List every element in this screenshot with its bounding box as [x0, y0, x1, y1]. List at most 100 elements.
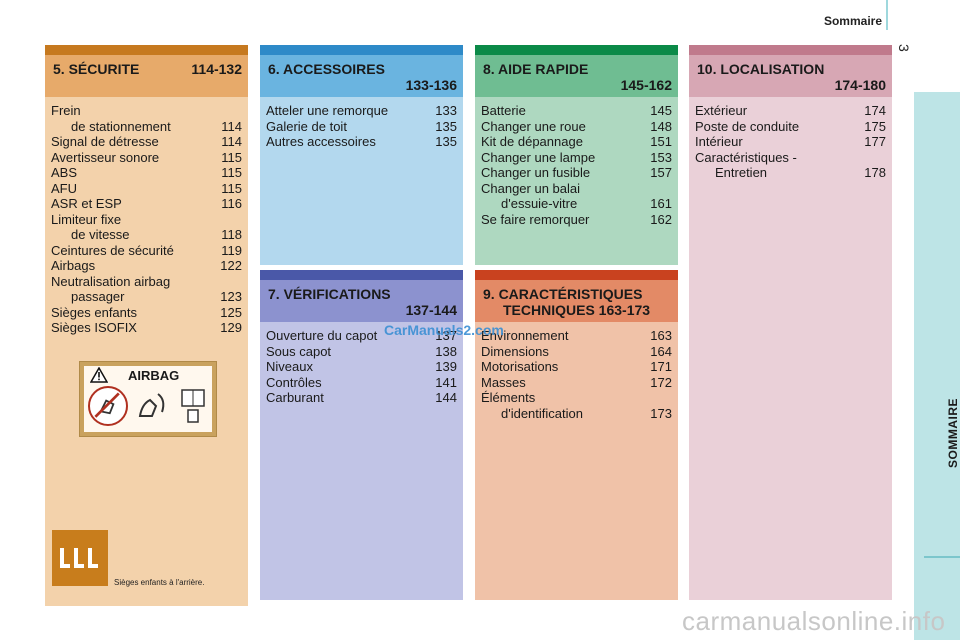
- section-title-text: 6. ACCESSOIRES: [268, 61, 385, 77]
- toc-entry[interactable]: Poste de conduite 175: [695, 119, 886, 135]
- toc-entry[interactable]: Ouverture du capot 137: [266, 328, 457, 344]
- section-title[interactable]: 7. VÉRIFICATIONS 137-144: [260, 280, 463, 322]
- section-title[interactable]: 8. AIDE RAPIDE 145-162: [475, 55, 678, 97]
- toc-entry-page: 177: [864, 134, 886, 149]
- toc-entry-label: Changer un balai: [481, 180, 581, 196]
- toc-entry[interactable]: Avertisseur sonore 115: [51, 150, 242, 166]
- toc-entry-label: ABS: [51, 165, 78, 180]
- toc-entry-label: Intérieur: [695, 134, 743, 149]
- toc-entry[interactable]: Caractéristiques -: [695, 150, 886, 166]
- toc-entry-label: Limiteur fixe: [51, 211, 122, 227]
- toc-entry-page: 129: [220, 320, 242, 335]
- toc-entry[interactable]: de stationnement 114: [51, 119, 242, 135]
- toc-entry-page: 138: [435, 343, 457, 359]
- toc-entry-page: 115: [221, 149, 242, 165]
- toc-entry[interactable]: Contrôles 141: [266, 375, 457, 391]
- section-title[interactable]: 10. LOCALISATION 174-180: [689, 55, 892, 97]
- toc-entry[interactable]: Éléments: [481, 390, 672, 406]
- toc-entry-label: Batterie: [481, 103, 526, 118]
- toc-entry-label: ASR et ESP: [51, 196, 122, 211]
- toc-entry[interactable]: Atteler une remorque 133: [266, 103, 457, 119]
- side-tab[interactable]: [914, 92, 960, 640]
- toc-entry-page: 164: [650, 343, 672, 359]
- toc-entry[interactable]: Carburant 144: [266, 390, 457, 406]
- toc-entry[interactable]: Changer une roue 148: [481, 119, 672, 135]
- toc-entry[interactable]: Motorisations 171: [481, 359, 672, 375]
- toc-entry[interactable]: Neutralisation airbag: [51, 274, 242, 290]
- toc-entry[interactable]: Entretien 178: [695, 165, 886, 181]
- toc-entry[interactable]: Extérieur 174: [695, 103, 886, 119]
- toc-entry[interactable]: de vitesse 118: [51, 227, 242, 243]
- section-color-bar: [260, 45, 463, 55]
- toc-entry-page: 119: [221, 242, 242, 258]
- section-entries: Extérieur 174 Poste de conduite 175 Intérieu…: [689, 97, 892, 600]
- no-rear-facing-seat-icon: [88, 386, 128, 426]
- toc-entry[interactable]: d'essuie-vitre 161: [481, 196, 672, 212]
- toc-entry[interactable]: passager 123: [51, 289, 242, 305]
- toc-entry-page: 141: [435, 374, 457, 390]
- toc-entry[interactable]: ASR et ESP 116: [51, 196, 242, 212]
- toc-entry-label: de vitesse: [71, 227, 130, 242]
- toc-entry[interactable]: Masses 172: [481, 375, 672, 391]
- toc-entry[interactable]: Se faire remorquer 162: [481, 212, 672, 228]
- toc-entry-page: 115: [221, 165, 242, 180]
- toc-entry-page: 114: [221, 134, 242, 149]
- toc-entry[interactable]: Ceintures de sécurité 119: [51, 243, 242, 259]
- toc-entry[interactable]: Changer un fusible 157: [481, 165, 672, 181]
- toc-entry-label: Environnement: [481, 328, 569, 343]
- section-title-text: 10. LOCALISATION: [697, 61, 825, 77]
- toc-entry[interactable]: Changer une lampe 153: [481, 150, 672, 166]
- toc-entry[interactable]: AFU 115: [51, 181, 242, 197]
- toc-entry-page: [220, 274, 242, 290]
- toc-entry[interactable]: Sièges ISOFIX 129: [51, 320, 242, 336]
- section-color-bar: [475, 270, 678, 280]
- section-title[interactable]: 5. SÉCURITE 114-132: [45, 55, 248, 97]
- child-seat-airbag-icon: [132, 386, 172, 426]
- watermark-text: CarManuals2.com: [384, 322, 504, 338]
- section-entries: Ouverture du capot 137 Sous capot 138 Niveau…: [260, 322, 463, 600]
- toc-entry[interactable]: d'identification 173: [481, 406, 672, 422]
- toc-entry-page: [220, 103, 242, 119]
- toc-entry[interactable]: ABS 115: [51, 165, 242, 181]
- toc-entry[interactable]: Autres accessoires 135: [266, 134, 457, 150]
- toc-entry[interactable]: Airbags 122: [51, 258, 242, 274]
- toc-entry-label: Ouverture du capot: [266, 328, 378, 343]
- toc-entry[interactable]: Dimensions 164: [481, 344, 672, 360]
- toc-entry-label: Sièges ISOFIX: [51, 320, 137, 335]
- section-color-bar: [475, 45, 678, 55]
- toc-entry[interactable]: Signal de détresse 114: [51, 134, 242, 150]
- toc-entry[interactable]: Environnement 163: [481, 328, 672, 344]
- toc-entry[interactable]: Batterie 145: [481, 103, 672, 119]
- toc-entry[interactable]: Changer un balai: [481, 181, 672, 197]
- toc-entry[interactable]: Sièges enfants 125: [51, 305, 242, 321]
- toc-entry-label: Poste de conduite: [695, 118, 800, 134]
- toc-entry[interactable]: Sous capot 138: [266, 344, 457, 360]
- toc-entry[interactable]: Niveaux 139: [266, 359, 457, 375]
- toc-entry-label: Sous capot: [266, 343, 332, 359]
- section-title[interactable]: 9. CARACTÉRISTIQUES TECHNIQUES 163-173: [475, 280, 678, 322]
- toc-entry-label: Entretien: [715, 165, 768, 180]
- header-divider: [886, 0, 888, 30]
- toc-entry-page: 174: [864, 103, 886, 118]
- toc-entry-label: Dimensions: [481, 343, 549, 359]
- side-tab-label: SOMMAIRE: [946, 398, 960, 468]
- section-title-text: 9. CARACTÉRISTIQUES: [483, 286, 643, 302]
- toc-entry[interactable]: Kit de dépannage 151: [481, 134, 672, 150]
- toc-entry[interactable]: Frein: [51, 103, 242, 119]
- toc-entry-label: Extérieur: [695, 103, 748, 118]
- toc-entry-label: Motorisations: [481, 359, 559, 374]
- section-pages: 133-136: [405, 77, 457, 93]
- section-title[interactable]: 6. ACCESSOIRES 133-136: [260, 55, 463, 97]
- toc-entry-page: 115: [221, 180, 242, 196]
- toc-entry-page: 116: [221, 196, 242, 211]
- section-color-bar: [689, 45, 892, 55]
- toc-entry[interactable]: Limiteur fixe: [51, 212, 242, 228]
- section-verifications: 7. VÉRIFICATIONS 137-144 Ouverture du ca…: [260, 270, 463, 600]
- toc-entry[interactable]: Galerie de toit 135: [266, 119, 457, 135]
- toc-entry-label: Changer un fusible: [481, 165, 591, 180]
- toc-entry-label: passager: [71, 289, 125, 304]
- toc-entry-label: d'identification: [501, 405, 583, 421]
- toc-entry[interactable]: Intérieur 177: [695, 134, 886, 150]
- toc-entry-page: 123: [220, 289, 242, 304]
- toc-entry-page: 151: [650, 134, 672, 149]
